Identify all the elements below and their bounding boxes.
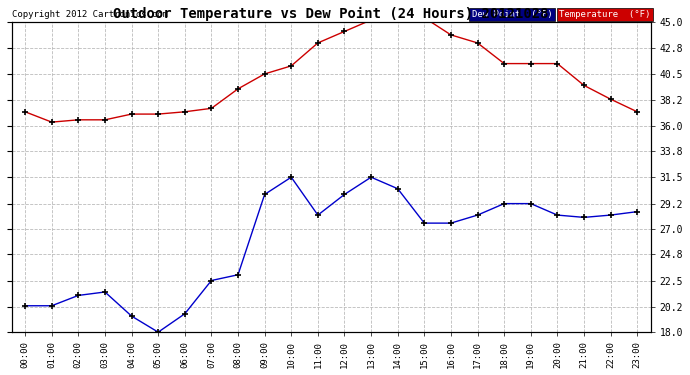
Text: Copyright 2012 Cartronics.com: Copyright 2012 Cartronics.com [12,10,168,19]
Text: Temperature  (°F): Temperature (°F) [559,10,651,19]
Text: Dew Point  (°F): Dew Point (°F) [472,10,552,19]
Title: Outdoor Temperature vs Dew Point (24 Hours) 20121028: Outdoor Temperature vs Dew Point (24 Hou… [113,7,549,21]
